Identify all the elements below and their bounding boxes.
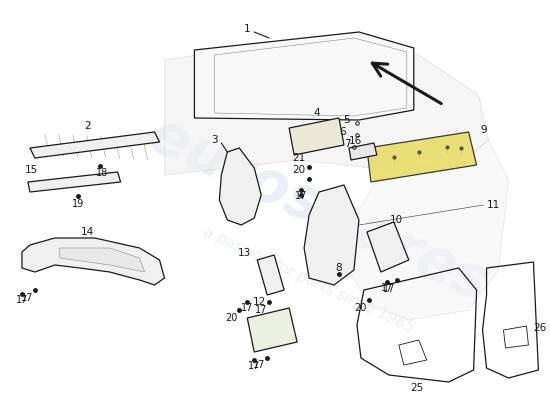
Text: 6: 6 xyxy=(340,127,346,137)
Polygon shape xyxy=(194,32,414,120)
Text: 2: 2 xyxy=(85,121,91,131)
Text: 5: 5 xyxy=(344,115,350,125)
Text: 17: 17 xyxy=(241,303,254,313)
Text: 18: 18 xyxy=(96,168,108,178)
Text: 11: 11 xyxy=(487,200,500,210)
Polygon shape xyxy=(248,308,297,352)
Text: 17: 17 xyxy=(383,284,395,294)
Text: a passion for parts since 1985: a passion for parts since 1985 xyxy=(201,224,417,336)
Text: 20: 20 xyxy=(225,313,238,323)
Text: 4: 4 xyxy=(314,108,320,118)
Text: eurospares: eurospares xyxy=(140,106,498,314)
Polygon shape xyxy=(60,248,145,272)
Text: 19: 19 xyxy=(72,199,84,209)
Text: 17: 17 xyxy=(16,295,28,305)
Polygon shape xyxy=(219,148,261,225)
Text: 17: 17 xyxy=(381,283,393,293)
Text: 20: 20 xyxy=(355,303,367,313)
Text: 25: 25 xyxy=(410,383,424,393)
Polygon shape xyxy=(30,132,159,158)
Text: 12: 12 xyxy=(252,297,266,307)
Polygon shape xyxy=(257,255,284,295)
Text: 10: 10 xyxy=(390,215,403,225)
Text: 13: 13 xyxy=(238,248,251,258)
Text: 26: 26 xyxy=(534,323,547,333)
Polygon shape xyxy=(367,132,477,182)
Polygon shape xyxy=(164,38,488,175)
Text: 8: 8 xyxy=(336,263,342,273)
Polygon shape xyxy=(367,222,409,272)
Text: 7: 7 xyxy=(344,139,350,149)
Text: 3: 3 xyxy=(211,135,217,145)
Polygon shape xyxy=(349,143,377,160)
Text: 17: 17 xyxy=(295,191,307,201)
Text: 9: 9 xyxy=(481,125,487,135)
Text: 1: 1 xyxy=(244,24,251,34)
Text: 17: 17 xyxy=(255,305,267,315)
Polygon shape xyxy=(289,118,344,155)
Polygon shape xyxy=(304,185,359,285)
Text: 17: 17 xyxy=(21,293,33,303)
Text: 21: 21 xyxy=(293,153,306,163)
Text: 14: 14 xyxy=(81,227,95,237)
Text: 16: 16 xyxy=(348,136,361,146)
Text: 17: 17 xyxy=(253,360,266,370)
Polygon shape xyxy=(28,172,120,192)
Text: 17: 17 xyxy=(248,361,261,371)
Text: 20: 20 xyxy=(293,165,306,175)
Polygon shape xyxy=(22,238,164,285)
Text: 15: 15 xyxy=(25,165,38,175)
Polygon shape xyxy=(349,140,509,320)
